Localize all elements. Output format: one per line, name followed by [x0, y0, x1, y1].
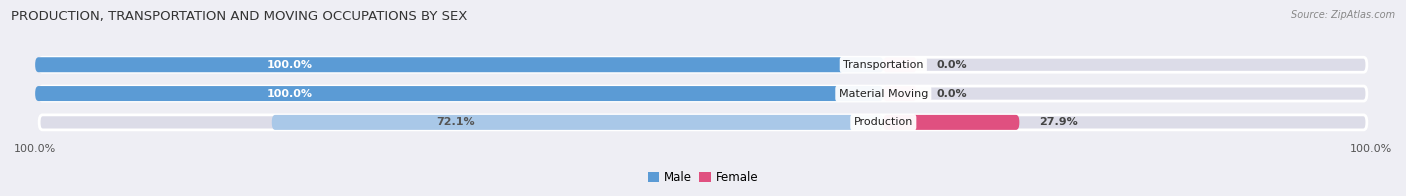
FancyBboxPatch shape	[39, 115, 1367, 130]
Text: 0.0%: 0.0%	[936, 60, 967, 70]
FancyBboxPatch shape	[271, 115, 883, 130]
Text: Source: ZipAtlas.com: Source: ZipAtlas.com	[1291, 10, 1395, 20]
Text: Material Moving: Material Moving	[838, 89, 928, 99]
Text: 27.9%: 27.9%	[1039, 117, 1078, 127]
FancyBboxPatch shape	[883, 115, 1019, 130]
Text: 72.1%: 72.1%	[436, 117, 475, 127]
FancyBboxPatch shape	[39, 86, 1367, 101]
FancyBboxPatch shape	[35, 57, 883, 72]
Text: PRODUCTION, TRANSPORTATION AND MOVING OCCUPATIONS BY SEX: PRODUCTION, TRANSPORTATION AND MOVING OC…	[11, 10, 468, 23]
FancyBboxPatch shape	[883, 57, 917, 72]
Text: Production: Production	[853, 117, 912, 127]
FancyBboxPatch shape	[883, 86, 917, 101]
Text: 100.0%: 100.0%	[267, 89, 312, 99]
Text: 0.0%: 0.0%	[936, 89, 967, 99]
Legend: Male, Female: Male, Female	[643, 167, 763, 189]
FancyBboxPatch shape	[39, 57, 1367, 72]
Text: Transportation: Transportation	[844, 60, 924, 70]
FancyBboxPatch shape	[35, 86, 883, 101]
Text: 100.0%: 100.0%	[267, 60, 312, 70]
